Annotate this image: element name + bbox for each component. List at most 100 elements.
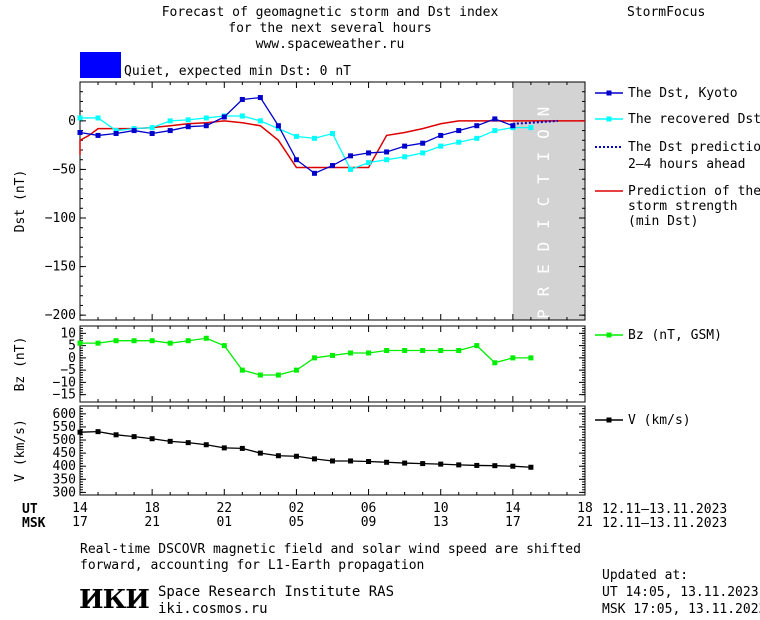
- recovered-dst-point: [330, 130, 335, 136]
- footer-note-line2: forward, accounting for L1-Earth propaga…: [80, 558, 425, 573]
- panel-frame: [79, 325, 586, 403]
- bz-point: [528, 355, 534, 361]
- y-tick-label: 0: [68, 351, 76, 366]
- solar-wind-speed-point: [311, 456, 317, 462]
- solar-wind-speed-point: [402, 460, 408, 466]
- panel-frame: [79, 405, 586, 496]
- bz-point: [311, 355, 317, 361]
- legend-swatch-v-marker: [606, 417, 612, 423]
- kyoto-dst-point: [221, 114, 227, 120]
- legend-label-storm-2: storm strength: [628, 199, 738, 214]
- legend-label-bz: Bz (nT, GSM): [628, 328, 722, 343]
- solar-wind-speed-point: [528, 464, 534, 470]
- kyoto-dst-point: [275, 123, 281, 129]
- legend-swatch-kyoto-marker: [606, 90, 612, 96]
- ut-tick-label: 06: [361, 501, 377, 516]
- ut-tick-label: 22: [216, 501, 232, 516]
- website-link[interactable]: www.spaceweather.ru: [255, 37, 405, 52]
- msk-tick-label: 21: [577, 515, 593, 530]
- recovered-dst-point: [348, 166, 354, 172]
- msk-tick-label: 01: [216, 515, 232, 530]
- ut-tick-label: 14: [505, 501, 521, 516]
- bz-point: [402, 348, 408, 354]
- recovered-dst-point: [239, 113, 245, 119]
- recovered-dst-point: [257, 118, 263, 124]
- recovered-dst-point: [293, 133, 299, 139]
- bz-point: [185, 338, 191, 344]
- storm-strength-line: [79, 120, 585, 169]
- kyoto-dst-point: [77, 130, 83, 136]
- msk-date-range: 12.11–13.11.2023: [602, 516, 728, 531]
- legend-swatch-recovered-marker: [606, 116, 612, 122]
- institute-site-link[interactable]: iki.cosmos.ru: [158, 601, 268, 617]
- bz-point: [330, 352, 335, 358]
- recovered-dst-point: [113, 128, 119, 134]
- kyoto-dst-point: [257, 95, 263, 101]
- kyoto-dst-point: [131, 128, 137, 134]
- y-tick-label: 600: [53, 407, 76, 422]
- bz-point: [275, 372, 281, 378]
- bz-point: [149, 338, 155, 344]
- bz-point: [348, 350, 354, 356]
- kyoto-dst-point: [113, 130, 119, 136]
- solar-wind-speed-point: [293, 453, 299, 459]
- solar-wind-speed-point: [474, 462, 480, 468]
- bz-point: [77, 340, 83, 346]
- kyoto-dst-point: [95, 132, 101, 138]
- msk-tick-label: 21: [144, 515, 160, 530]
- kyoto-dst-point: [203, 123, 209, 129]
- recovered-dst-point: [185, 117, 191, 123]
- recovered-dst-point: [311, 135, 317, 141]
- solar-wind-speed-point: [438, 461, 444, 467]
- y-tick-label: −50: [53, 162, 76, 177]
- kyoto-dst-point: [330, 163, 335, 169]
- prediction-label-char: I: [534, 152, 553, 162]
- bz-point: [293, 367, 299, 373]
- kyoto-dst-point: [384, 149, 390, 155]
- prediction-label-char: N: [534, 107, 553, 117]
- bz-point: [221, 343, 227, 349]
- solar-wind-speed-point: [257, 450, 263, 456]
- y-tick-label: 5: [68, 339, 76, 354]
- chart-title-line2: for the next several hours: [228, 21, 432, 36]
- solar-wind-speed-point: [456, 462, 462, 468]
- solar-wind-speed-point: [275, 453, 281, 459]
- bz-point: [456, 348, 462, 354]
- y-tick-label: −15: [53, 388, 76, 403]
- y-tick-label: 300: [53, 485, 76, 500]
- solar-wind-speed-point: [77, 429, 83, 435]
- bz-point: [257, 372, 263, 378]
- prediction-label-char: O: [534, 129, 553, 139]
- prediction-label-char: D: [534, 242, 553, 252]
- status-color-swatch: [80, 52, 121, 78]
- solar-wind-speed-point: [239, 445, 245, 451]
- solar-wind-speed-point: [348, 458, 354, 464]
- y-tick-label: −100: [45, 211, 76, 226]
- recovered-dst-point: [420, 150, 426, 156]
- kyoto-dst-point: [293, 157, 299, 163]
- recovered-dst-point: [402, 154, 408, 160]
- bz-point: [384, 348, 390, 354]
- solar-wind-speed-point: [420, 461, 426, 467]
- kyoto-dst-point: [402, 143, 408, 149]
- msk-axis-label: MSK: [22, 516, 46, 531]
- prediction-label-char: C: [534, 197, 553, 207]
- solar-wind-speed-point: [167, 438, 173, 444]
- kyoto-dst-point: [366, 150, 372, 156]
- y-axis-label: Dst (nT): [13, 170, 28, 233]
- recovered-dst-point: [149, 125, 155, 131]
- y-tick-label: −5: [60, 363, 76, 378]
- recovered-dst-point: [95, 115, 101, 121]
- kyoto-dst-point: [492, 116, 498, 122]
- solar-wind-speed-point: [366, 458, 372, 464]
- msk-tick-label: 17: [505, 515, 521, 530]
- solar-wind-speed-point: [221, 445, 227, 451]
- ut-tick-label: 14: [72, 501, 88, 516]
- solar-wind-speed-point: [185, 440, 191, 446]
- y-tick-label: −150: [45, 260, 76, 275]
- solar-wind-speed-point: [149, 436, 155, 442]
- kyoto-dst-point: [348, 153, 354, 159]
- y-tick-label: −10: [53, 375, 76, 390]
- solar-wind-speed-point: [384, 459, 390, 465]
